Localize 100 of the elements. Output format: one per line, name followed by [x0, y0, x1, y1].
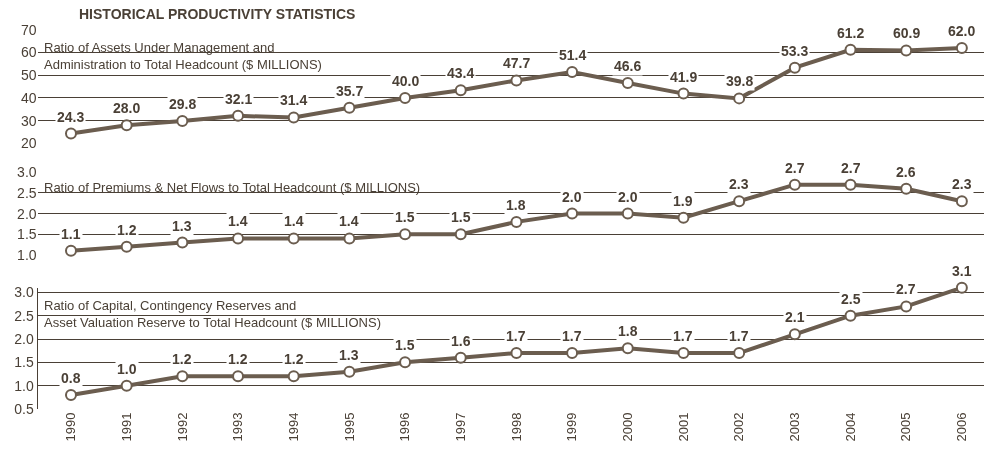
annotation: Ratio of Assets Under Management and Administration to Total Headcount ($ MILLIONS) — [44, 40, 322, 72]
data-label: 1.7 — [673, 328, 693, 344]
point — [120, 119, 133, 132]
point — [287, 370, 300, 383]
point — [232, 109, 245, 122]
data-label: 1.2 — [172, 351, 192, 367]
data-label: 1.6 — [451, 333, 471, 349]
data-label: 1.2 — [284, 351, 304, 367]
data-label: 1.4 — [284, 213, 304, 229]
x-tick-label: 1997 — [452, 412, 468, 442]
data-label: 60.9 — [893, 25, 921, 41]
data-label: 2.0 — [618, 189, 638, 205]
point — [955, 281, 968, 294]
point — [677, 347, 690, 360]
y-tick-label: 1.0 — [17, 246, 37, 263]
point — [510, 347, 523, 360]
x-tick-label: 2004 — [842, 412, 858, 442]
x-tick-label: 1993 — [230, 412, 246, 442]
point — [64, 244, 77, 257]
annotation: Ratio of Premiums & Net Flows to Total Headcount ($ MILLIONS) — [44, 180, 421, 195]
y-tick-label: 0.5 — [14, 400, 34, 417]
point — [621, 342, 634, 355]
annotation: Ratio of Capital, Contingency Reserves and Asset Valuation Reserve to Total Headcount ($ MILLIONS) — [44, 298, 381, 330]
point — [955, 41, 968, 54]
point — [900, 300, 913, 313]
y-tick-label: 40 — [21, 89, 37, 106]
point — [566, 207, 579, 220]
data-label: 1.1 — [61, 226, 81, 242]
data-label: 32.1 — [225, 91, 253, 107]
data-label: 53.3 — [781, 43, 809, 59]
point — [399, 91, 412, 104]
point — [232, 370, 245, 383]
point — [120, 240, 133, 253]
point — [176, 370, 189, 383]
y-tick-label: 1.0 — [14, 377, 34, 394]
x-tick-label: 1998 — [508, 412, 524, 442]
point — [733, 347, 746, 360]
point — [788, 328, 801, 341]
data-label: 1.8 — [618, 323, 638, 339]
point — [232, 232, 245, 245]
point — [677, 211, 690, 224]
point — [788, 178, 801, 191]
data-label: 1.0 — [117, 361, 137, 377]
data-label: 2.0 — [562, 189, 582, 205]
point — [399, 356, 412, 369]
data-label: 35.7 — [336, 83, 364, 99]
point — [733, 195, 746, 208]
x-tick-label: 1994 — [285, 412, 301, 442]
x-tick-label: 2000 — [620, 412, 636, 442]
point — [343, 101, 356, 114]
point — [343, 365, 356, 378]
point — [788, 61, 801, 74]
data-label: 1.2 — [228, 351, 248, 367]
point — [176, 115, 189, 128]
data-label: 2.7 — [841, 160, 861, 176]
data-label: 2.7 — [785, 160, 805, 176]
x-tick-label: 1995 — [341, 412, 357, 442]
point — [900, 44, 913, 57]
chart-title: HISTORICAL PRODUCTIVITY STATISTICS — [79, 6, 356, 22]
y-tick-label: 30 — [21, 112, 37, 129]
x-tick-label: 1992 — [174, 412, 190, 442]
point — [844, 178, 857, 191]
data-label: 1.2 — [117, 222, 137, 238]
data-label: 1.4 — [228, 213, 248, 229]
data-label: 43.4 — [447, 65, 475, 81]
point — [343, 232, 356, 245]
y-tick-label: 2.0 — [17, 205, 37, 222]
point — [621, 207, 634, 220]
data-label: 31.4 — [280, 92, 308, 108]
point — [733, 92, 746, 105]
y-tick-label: 70 — [21, 21, 37, 38]
y-tick-label: 2.5 — [14, 307, 34, 324]
data-label: 2.7 — [896, 281, 916, 297]
x-tick-label: 1990 — [63, 412, 79, 442]
y-tick-label: 2.0 — [14, 330, 34, 347]
data-label: 41.9 — [670, 69, 698, 85]
data-label: 47.7 — [503, 55, 531, 71]
point — [621, 76, 634, 89]
data-label: 29.8 — [169, 96, 197, 112]
x-tick-label: 2005 — [898, 412, 914, 442]
data-label: 39.8 — [726, 73, 754, 89]
point — [454, 351, 467, 364]
point — [287, 232, 300, 245]
point — [120, 379, 133, 392]
x-tick-label: 1991 — [118, 412, 134, 442]
data-label: 1.7 — [562, 328, 582, 344]
point — [399, 228, 412, 241]
data-label: 2.5 — [841, 291, 861, 307]
point — [64, 127, 77, 140]
data-label: 2.6 — [896, 164, 916, 180]
point — [566, 66, 579, 79]
data-label: 62.0 — [948, 23, 976, 39]
x-tick-label: 2002 — [731, 412, 747, 442]
y-tick-label: 2.5 — [17, 184, 37, 201]
data-label: 1.5 — [451, 209, 471, 225]
data-label: 40.0 — [392, 73, 420, 89]
data-label: 24.3 — [57, 109, 85, 125]
x-tick-label: 2003 — [787, 412, 803, 442]
x-tick-label: 2006 — [954, 412, 970, 442]
point — [955, 195, 968, 208]
